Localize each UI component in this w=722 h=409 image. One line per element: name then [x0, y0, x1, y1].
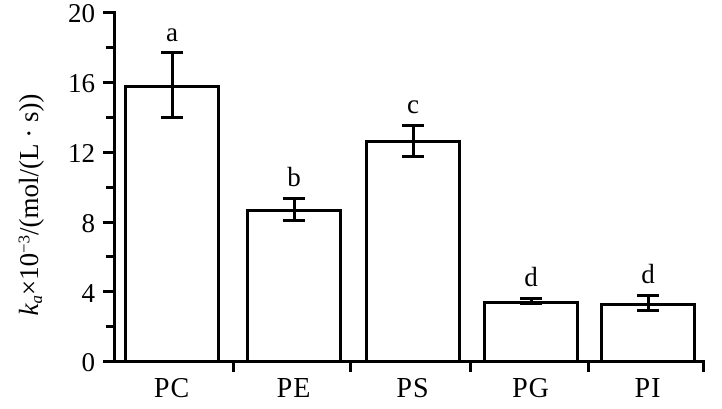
- y-minor-tick-6: [106, 255, 115, 258]
- error-bar-pg: [483, 297, 579, 305]
- y-tick-label-8: 8: [81, 208, 96, 238]
- annotation-pg: d: [524, 262, 538, 292]
- error-bar-stem: [170, 51, 174, 119]
- bar-ps[interactable]: [365, 140, 461, 360]
- bar-pg[interactable]: [483, 301, 579, 360]
- y-tick-8: [103, 221, 115, 224]
- y-minor-tick-14: [106, 116, 115, 119]
- error-bar-cap-bottom: [520, 302, 542, 305]
- x-tick-4: [587, 360, 590, 372]
- error-bar-cap-top: [161, 51, 183, 54]
- error-bar-cap-bottom: [637, 309, 659, 312]
- annotation-ps: c: [407, 89, 419, 119]
- y-tick-label-0: 0: [81, 347, 96, 377]
- error-bar-pi: [600, 294, 696, 312]
- y-tick-label-20: 20: [68, 0, 95, 28]
- error-bar-stem: [646, 294, 650, 312]
- y-tick-16: [103, 81, 115, 84]
- error-bar-cap-bottom: [283, 219, 305, 222]
- x-label-ps: PS: [396, 373, 430, 404]
- x-label-pc: PC: [153, 373, 191, 404]
- y-axis-exponent: −3: [15, 235, 35, 253]
- y-tick-label-4: 4: [81, 278, 96, 308]
- y-tick-label-12: 12: [68, 138, 95, 168]
- y-tick-label-16: 16: [68, 68, 95, 98]
- error-bar-cap-top: [637, 294, 659, 297]
- x-tick-end: [702, 360, 705, 372]
- y-minor-tick-2: [106, 325, 115, 328]
- x-axis-line: [113, 360, 705, 363]
- y-tick-4: [103, 290, 115, 293]
- error-bar-cap-top: [402, 124, 424, 127]
- plot-area: a PC b PE c PS d PG: [103, 11, 705, 403]
- annotation-pi: d: [641, 259, 655, 289]
- error-bar-ps: [365, 124, 461, 158]
- y-tick-20: [103, 11, 115, 14]
- bar-pc[interactable]: [124, 85, 220, 360]
- x-tick-2: [349, 360, 352, 372]
- x-label-pg: PG: [512, 373, 550, 404]
- error-bar-stem: [292, 197, 296, 222]
- x-label-pe: PE: [276, 373, 312, 404]
- error-bar-stem: [529, 297, 533, 305]
- error-bar-cap-top: [283, 197, 305, 200]
- error-bar-cap-bottom: [161, 116, 183, 119]
- y-minor-tick-18: [106, 46, 115, 49]
- error-bar-stem: [411, 124, 415, 158]
- error-bar-pe: [246, 197, 342, 222]
- x-tick-1: [232, 360, 235, 372]
- y-axis-line: [113, 11, 116, 360]
- error-bar-pc: [124, 51, 220, 119]
- y-tick-0: [103, 360, 115, 363]
- error-bar-cap-bottom: [402, 155, 424, 158]
- error-bar-cap-top: [520, 297, 542, 300]
- bar-pe[interactable]: [246, 209, 342, 360]
- annotation-pc: a: [166, 17, 178, 47]
- x-tick-3: [469, 360, 472, 372]
- y-axis-title: ka×10−3/(mol/(L · s)): [0, 0, 62, 409]
- y-minor-tick-10: [106, 186, 115, 189]
- x-label-pi: PI: [634, 373, 662, 404]
- annotation-pe: b: [287, 162, 301, 192]
- y-tick-12: [103, 151, 115, 154]
